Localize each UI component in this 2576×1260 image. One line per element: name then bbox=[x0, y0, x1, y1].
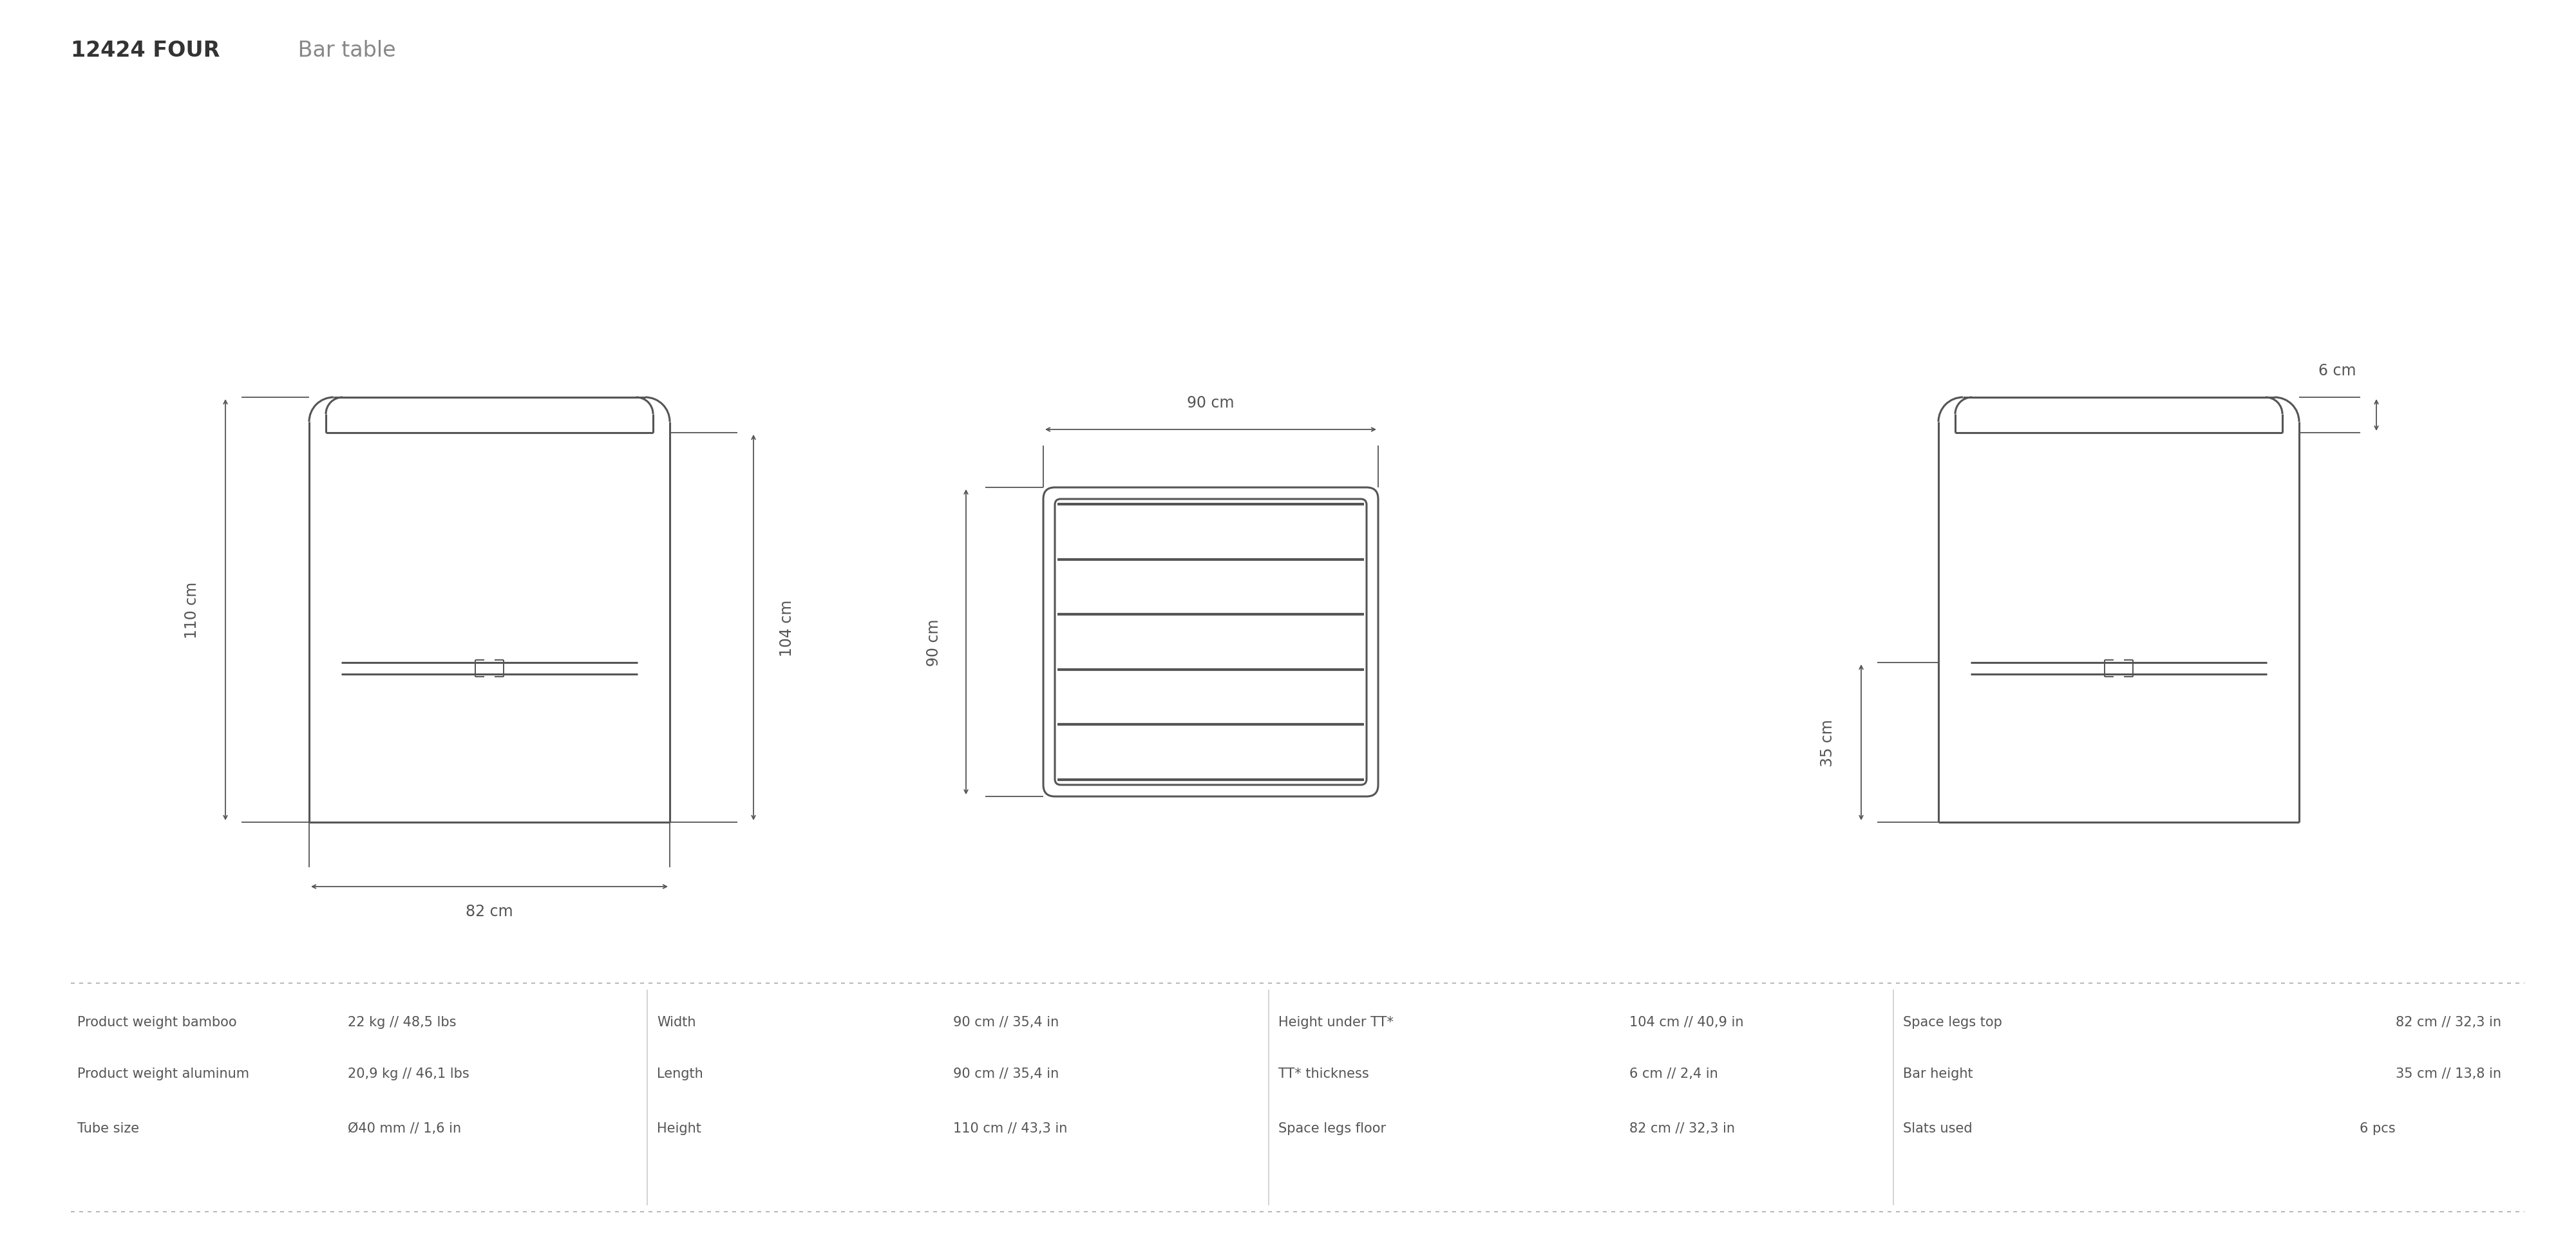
Text: Space legs top: Space legs top bbox=[1904, 1016, 2002, 1028]
Text: 20,9 kg // 46,1 lbs: 20,9 kg // 46,1 lbs bbox=[348, 1067, 469, 1080]
Text: 22 kg // 48,5 lbs: 22 kg // 48,5 lbs bbox=[348, 1016, 456, 1028]
Text: 90 cm // 35,4 in: 90 cm // 35,4 in bbox=[953, 1067, 1059, 1080]
Text: Slats used: Slats used bbox=[1904, 1121, 1973, 1134]
Text: 110 cm: 110 cm bbox=[185, 582, 201, 639]
Text: TT* thickness: TT* thickness bbox=[1278, 1067, 1368, 1080]
Text: Length: Length bbox=[657, 1067, 703, 1080]
Text: 6 pcs: 6 pcs bbox=[2360, 1121, 2396, 1134]
Text: 90 cm // 35,4 in: 90 cm // 35,4 in bbox=[953, 1016, 1059, 1028]
Text: Space legs floor: Space legs floor bbox=[1278, 1121, 1386, 1134]
Text: 82 cm // 32,3 in: 82 cm // 32,3 in bbox=[1631, 1121, 1736, 1134]
Text: 35 cm // 13,8 in: 35 cm // 13,8 in bbox=[2396, 1067, 2501, 1080]
Text: 6 cm: 6 cm bbox=[2318, 363, 2357, 378]
Text: 90 cm: 90 cm bbox=[1188, 396, 1234, 411]
Text: 35 cm: 35 cm bbox=[1819, 719, 1834, 766]
Text: Height: Height bbox=[657, 1121, 701, 1134]
Text: 110 cm // 43,3 in: 110 cm // 43,3 in bbox=[953, 1121, 1066, 1134]
Text: Height under TT*: Height under TT* bbox=[1278, 1016, 1394, 1028]
Text: 104 cm: 104 cm bbox=[778, 600, 793, 656]
Text: Product weight bamboo: Product weight bamboo bbox=[77, 1016, 237, 1028]
Text: 82 cm: 82 cm bbox=[466, 903, 513, 919]
Text: Tube size: Tube size bbox=[77, 1121, 139, 1134]
Text: 90 cm: 90 cm bbox=[927, 619, 943, 665]
Text: Product weight aluminum: Product weight aluminum bbox=[77, 1067, 250, 1080]
Text: 6 cm // 2,4 in: 6 cm // 2,4 in bbox=[1631, 1067, 1718, 1080]
Text: Ø40 mm // 1,6 in: Ø40 mm // 1,6 in bbox=[348, 1121, 461, 1134]
Text: 12424 FOUR: 12424 FOUR bbox=[72, 39, 219, 60]
Text: 82 cm // 32,3 in: 82 cm // 32,3 in bbox=[2396, 1016, 2501, 1028]
Text: 104 cm // 40,9 in: 104 cm // 40,9 in bbox=[1631, 1016, 1744, 1028]
Text: Width: Width bbox=[657, 1016, 696, 1028]
Text: Bar height: Bar height bbox=[1904, 1067, 1973, 1080]
Text: Bar table: Bar table bbox=[291, 39, 397, 60]
